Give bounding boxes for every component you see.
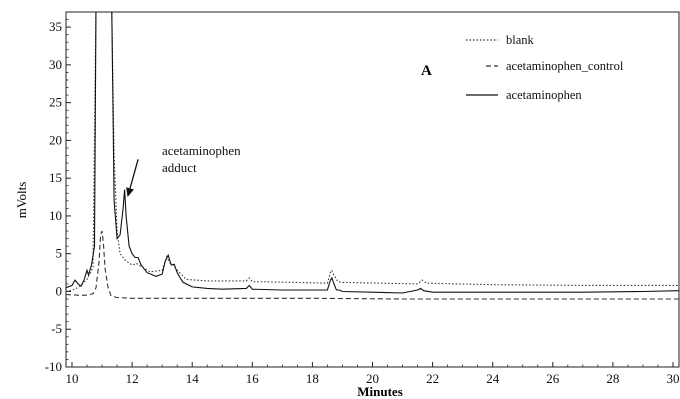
legend: blank acetaminophen_control acetaminophe… — [466, 33, 624, 102]
x-tick-label: 14 — [186, 371, 200, 386]
x-tick-label: 18 — [306, 371, 319, 386]
x-tick-label: 12 — [126, 371, 139, 386]
y-tick-label: 5 — [56, 246, 63, 261]
x-tick-label: 26 — [546, 371, 560, 386]
axes-frame — [65, 11, 680, 368]
y-tick-label: 15 — [49, 170, 62, 185]
y-tick-label: -10 — [45, 359, 62, 374]
x-tick-label: 30 — [666, 371, 679, 386]
panel-label: A — [421, 63, 432, 79]
annotation-line-2: adduct — [162, 160, 197, 175]
adduct-annotation: acetaminophen adduct — [126, 143, 241, 198]
y-tick-label: 0 — [56, 283, 63, 298]
y-tick-label: -5 — [51, 321, 62, 336]
x-tick-label: 22 — [426, 371, 439, 386]
legend-label-blank: blank — [506, 33, 535, 47]
x-tick-label: 16 — [246, 371, 260, 386]
annotation-arrow-head — [126, 187, 134, 198]
series-line-blank — [66, 12, 679, 293]
y-tick-label: 20 — [49, 132, 62, 147]
series-group — [66, 12, 679, 300]
y-tick-label: 10 — [49, 208, 62, 223]
legend-label-control: acetaminophen_control — [506, 59, 624, 73]
y-tick-label: 35 — [49, 19, 62, 34]
y-tick-label: 25 — [49, 95, 62, 110]
legend-label-acetaminophen: acetaminophen — [506, 88, 582, 102]
tick-labels: -10 -5 0 5 10 15 20 25 30 35 10 12 14 16 18 20 22 24 26 28 3… — [45, 19, 680, 386]
annotation-arrow-shaft — [129, 159, 139, 189]
x-axis-title: Minutes — [357, 384, 403, 399]
x-tick-label: 20 — [366, 371, 379, 386]
y-tick-label: 30 — [49, 57, 62, 72]
series-line-acetaminophen — [66, 12, 679, 294]
annotation-line-1: acetaminophen — [162, 143, 241, 158]
x-tick-label: 10 — [66, 371, 79, 386]
x-tick-label: 24 — [486, 371, 500, 386]
series-line-acetaminophen-control — [66, 230, 679, 300]
y-axis-title: mVolts — [14, 182, 29, 219]
x-tick-label: 28 — [606, 371, 619, 386]
